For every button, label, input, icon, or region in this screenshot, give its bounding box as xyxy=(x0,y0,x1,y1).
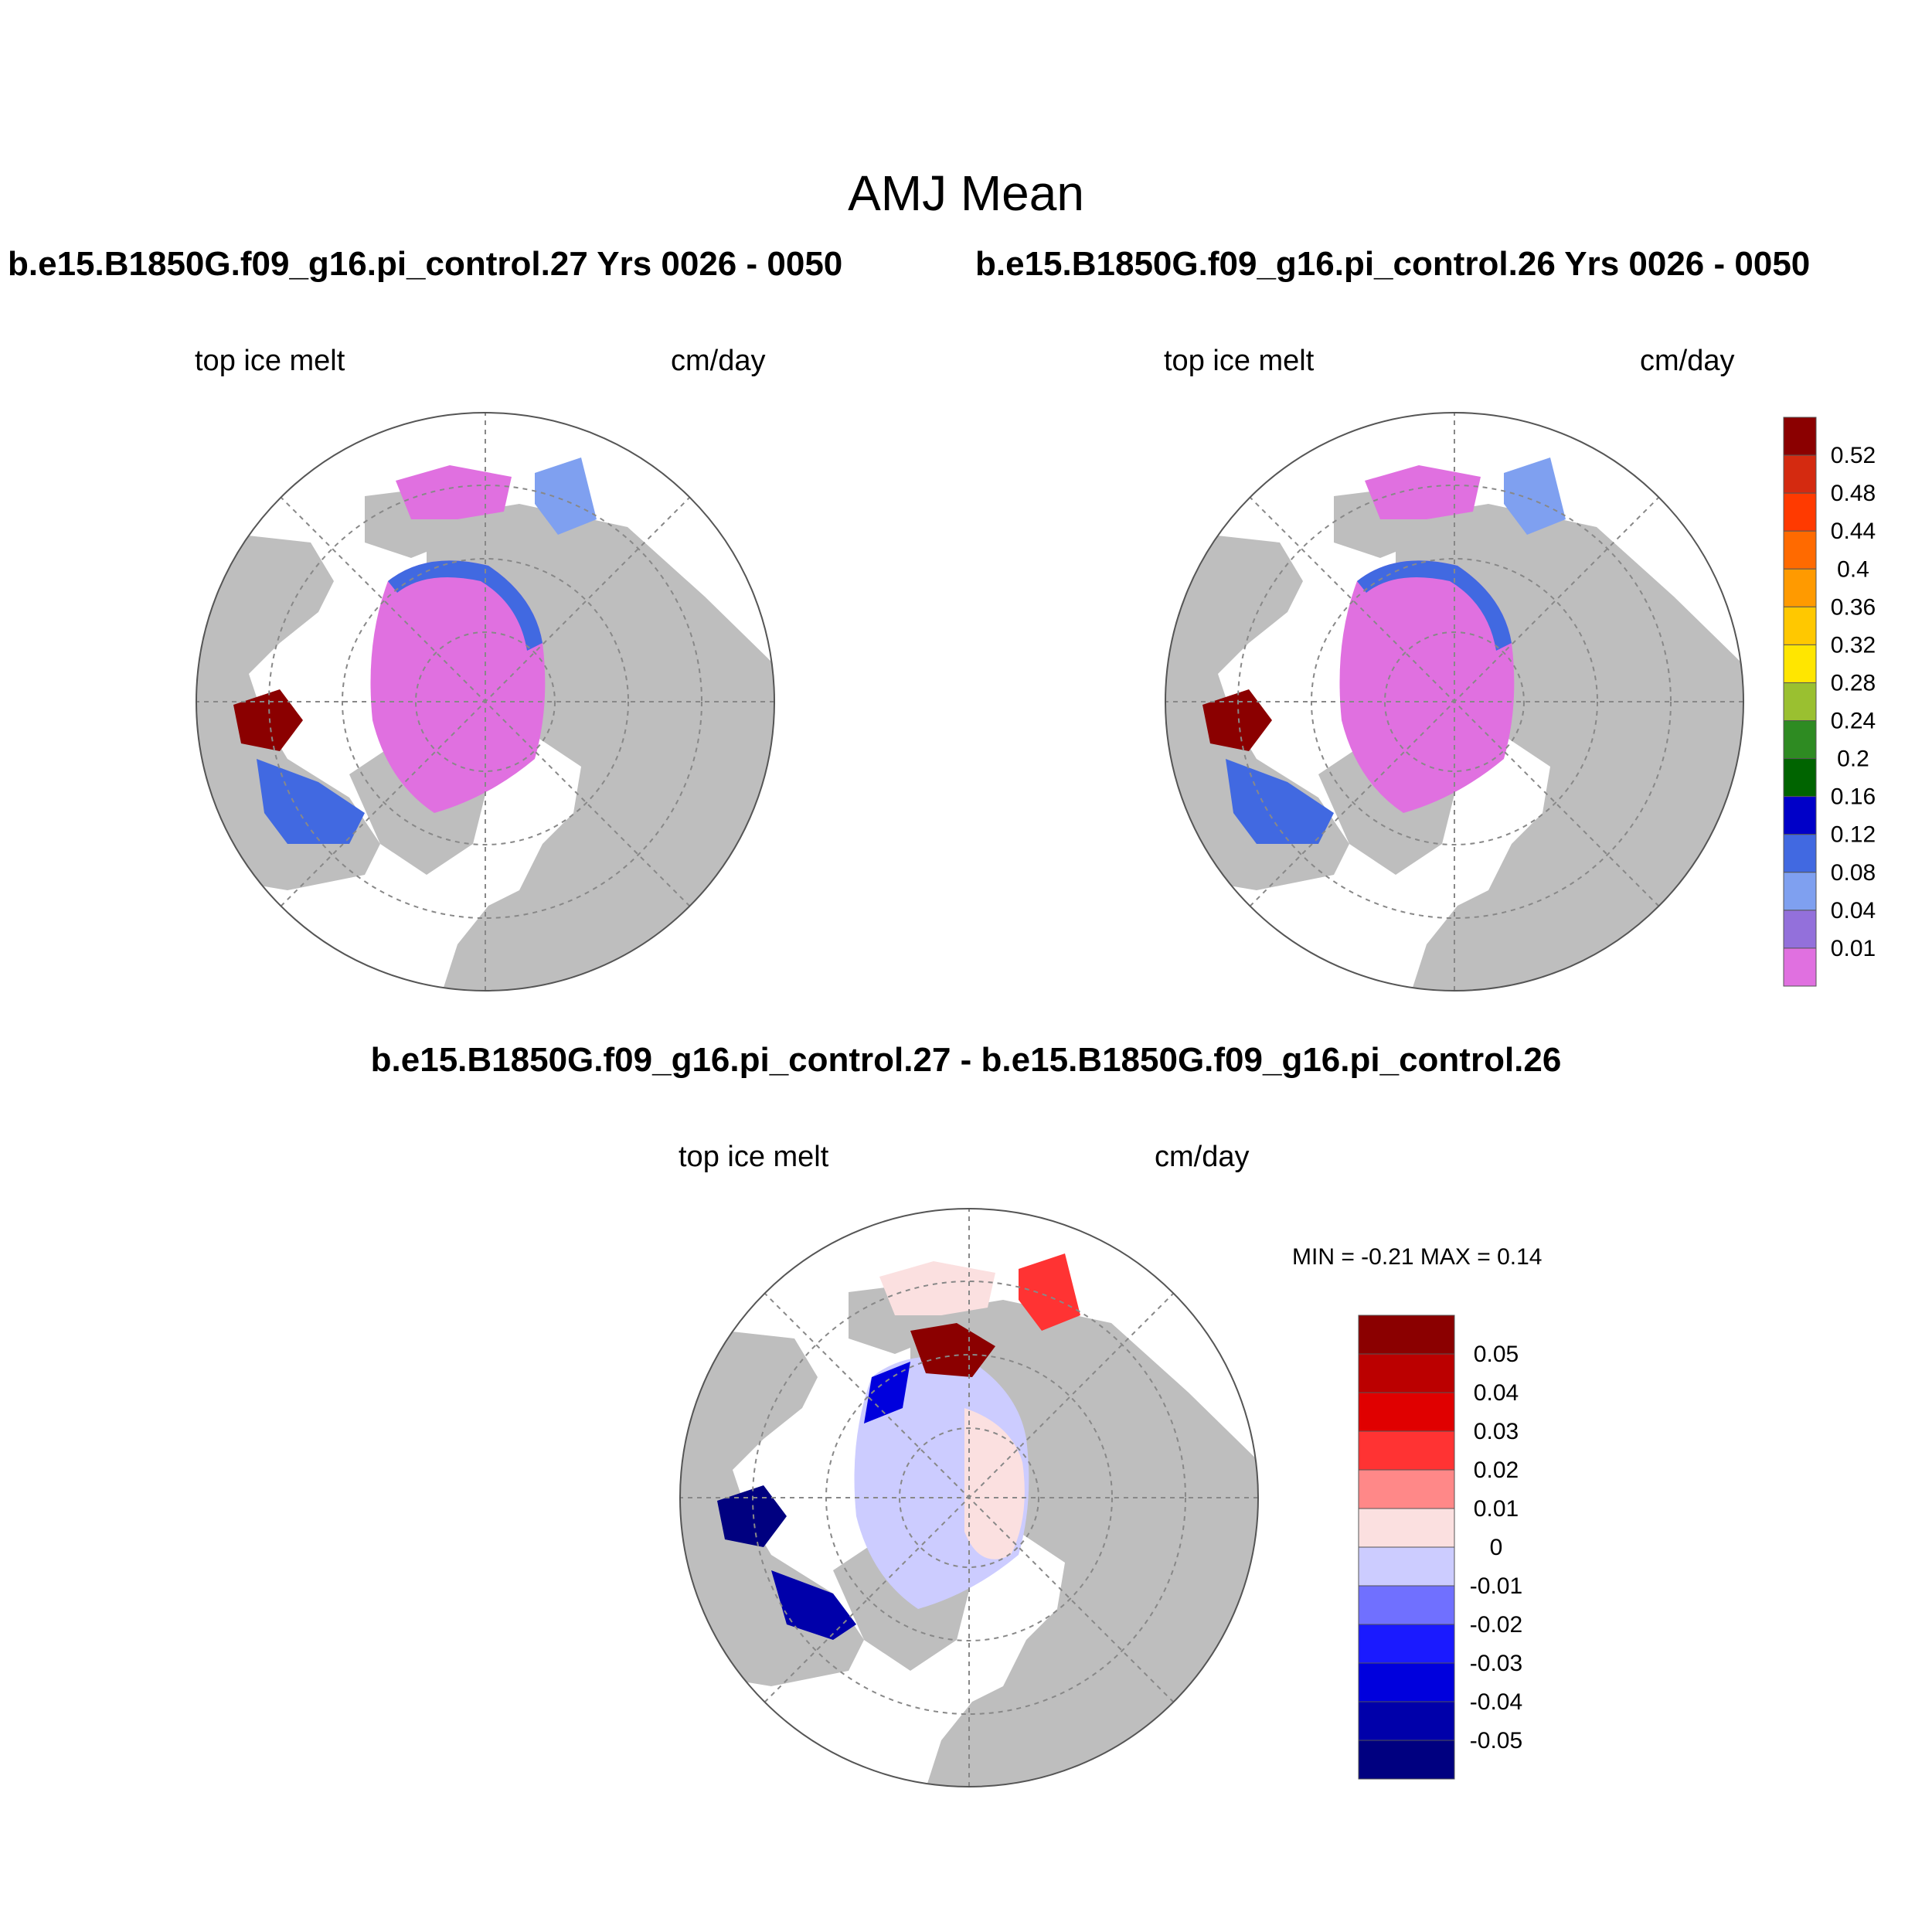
diff-colorbar-tick-label: -0.05 xyxy=(1470,1728,1522,1753)
right-units-label: cm/day xyxy=(1640,345,1735,377)
main-colorbar-tick-label: 0.04 xyxy=(1831,898,1876,923)
labrador-diff xyxy=(771,1570,856,1640)
diff-colorbar-box xyxy=(1358,1701,1455,1741)
hudson-bay-ice xyxy=(233,689,303,751)
right-polar-map xyxy=(1165,412,1744,992)
left-panel-title: b.e15.B1850G.f09_g16.pi_control.27 Yrs 0… xyxy=(8,245,843,283)
diff-colorbar-tick-label: 0.03 xyxy=(1474,1419,1519,1444)
difference-colorbar: 0.05 0.04 0.03 0.02 0.01 0 -0.01 -0.02 -0.03 -0.0… xyxy=(1358,1315,1522,1780)
main-colorbar-box xyxy=(1783,947,1817,987)
main-colorbar-tick-label: 0.36 xyxy=(1831,594,1876,620)
okhotsk-ice xyxy=(1504,457,1566,535)
left-polar-map xyxy=(196,412,775,992)
main-colorbar-box xyxy=(1783,568,1817,607)
diff-colorbar-tick-label: -0.04 xyxy=(1470,1689,1522,1715)
diff-colorbar-box xyxy=(1358,1392,1455,1432)
diff-colorbar-box xyxy=(1358,1469,1455,1509)
left-variable-label: top ice melt xyxy=(195,345,345,377)
main-colorbar-tick-label: 0.44 xyxy=(1831,519,1876,544)
diff-colorbar-box xyxy=(1358,1315,1455,1355)
main-colorbar-tick-label: 0.24 xyxy=(1831,709,1876,734)
diff-colorbar-tick-label: -0.02 xyxy=(1470,1612,1522,1638)
main-colorbar-tick-label: 0.2 xyxy=(1837,747,1869,772)
difference-panel-title: b.e15.B1850G.f09_g16.pi_control.27 - b.e… xyxy=(370,1041,1562,1079)
chukchi-diff xyxy=(864,1362,910,1423)
hudson-bay-diff xyxy=(717,1485,787,1547)
okhotsk-ice xyxy=(535,457,597,535)
main-colorbar-tick-label: 0.32 xyxy=(1831,632,1876,658)
main-colorbar-box xyxy=(1783,606,1817,645)
main-colorbar-tick-label: 0.12 xyxy=(1831,822,1876,848)
main-colorbar: 0.52 0.48 0.44 0.4 0.36 0.32 0.28 0.24 0.2 0.16 0.… xyxy=(1783,417,1876,987)
main-colorbar-tick-label: 0.52 xyxy=(1831,443,1876,468)
diff-colorbar-box xyxy=(1358,1430,1455,1471)
main-colorbar-box xyxy=(1783,758,1817,798)
difference-polar-map xyxy=(679,1208,1259,1787)
main-colorbar-box xyxy=(1783,910,1817,949)
left-units-label: cm/day xyxy=(671,345,766,377)
main-colorbar-tick-label: 0.4 xyxy=(1837,556,1869,582)
diff-colorbar-tick-label: 0.02 xyxy=(1474,1458,1519,1483)
min-max-stats: MIN = -0.21 MAX = 0.14 xyxy=(1292,1244,1543,1270)
main-colorbar-box xyxy=(1783,644,1817,683)
main-colorbar-box xyxy=(1783,720,1817,760)
bering-strait-diff xyxy=(910,1323,995,1377)
arctic-diff-positive xyxy=(964,1408,1025,1560)
bering-sea-diff xyxy=(879,1261,995,1315)
okhotsk-diff xyxy=(1019,1253,1080,1331)
diff-variable-label: top ice melt xyxy=(679,1141,829,1173)
main-colorbar-tick-label: 0.16 xyxy=(1831,784,1876,810)
labrador-ice xyxy=(257,759,365,844)
right-panel-title: b.e15.B1850G.f09_g16.pi_control.26 Yrs 0… xyxy=(975,245,1811,283)
diff-units-label: cm/day xyxy=(1155,1141,1250,1173)
main-colorbar-box xyxy=(1783,530,1817,570)
bering-ice xyxy=(1365,465,1481,519)
diff-colorbar-tick-label: 0.01 xyxy=(1474,1496,1519,1522)
diff-colorbar-box xyxy=(1358,1585,1455,1625)
main-colorbar-tick-label: 0.08 xyxy=(1831,860,1876,886)
labrador-ice xyxy=(1226,759,1334,844)
diff-colorbar-box xyxy=(1358,1740,1455,1780)
main-colorbar-box xyxy=(1783,417,1817,456)
main-colorbar-tick-label: 0.01 xyxy=(1831,936,1876,961)
right-variable-label: top ice melt xyxy=(1164,345,1315,377)
diff-colorbar-box xyxy=(1358,1624,1455,1664)
arctic-ice-edge xyxy=(388,560,543,651)
main-colorbar-box xyxy=(1783,834,1817,873)
arctic-ice-edge xyxy=(1357,560,1512,651)
diff-colorbar-tick-label: 0 xyxy=(1490,1535,1503,1560)
diff-colorbar-box xyxy=(1358,1353,1455,1393)
bering-ice xyxy=(396,465,512,519)
main-colorbar-tick-label: 0.48 xyxy=(1831,481,1876,506)
arctic-ice xyxy=(370,560,546,813)
diff-colorbar-tick-label: 0.04 xyxy=(1474,1380,1519,1406)
main-colorbar-box xyxy=(1783,682,1817,722)
arctic-ice xyxy=(1339,560,1515,813)
main-colorbar-box xyxy=(1783,492,1817,532)
main-colorbar-box xyxy=(1783,454,1817,494)
diff-colorbar-tick-label: 0.05 xyxy=(1474,1342,1519,1367)
main-title: AMJ Mean xyxy=(848,165,1084,221)
diff-colorbar-tick-label: -0.03 xyxy=(1470,1651,1522,1676)
main-colorbar-box xyxy=(1783,872,1817,911)
diff-colorbar-box xyxy=(1358,1662,1455,1702)
diff-colorbar-tick-label: -0.01 xyxy=(1470,1573,1522,1599)
hudson-bay-ice xyxy=(1202,689,1272,751)
diff-colorbar-box xyxy=(1358,1508,1455,1548)
main-colorbar-box xyxy=(1783,796,1817,835)
diff-colorbar-box xyxy=(1358,1546,1455,1587)
main-colorbar-tick-label: 0.28 xyxy=(1831,670,1876,696)
